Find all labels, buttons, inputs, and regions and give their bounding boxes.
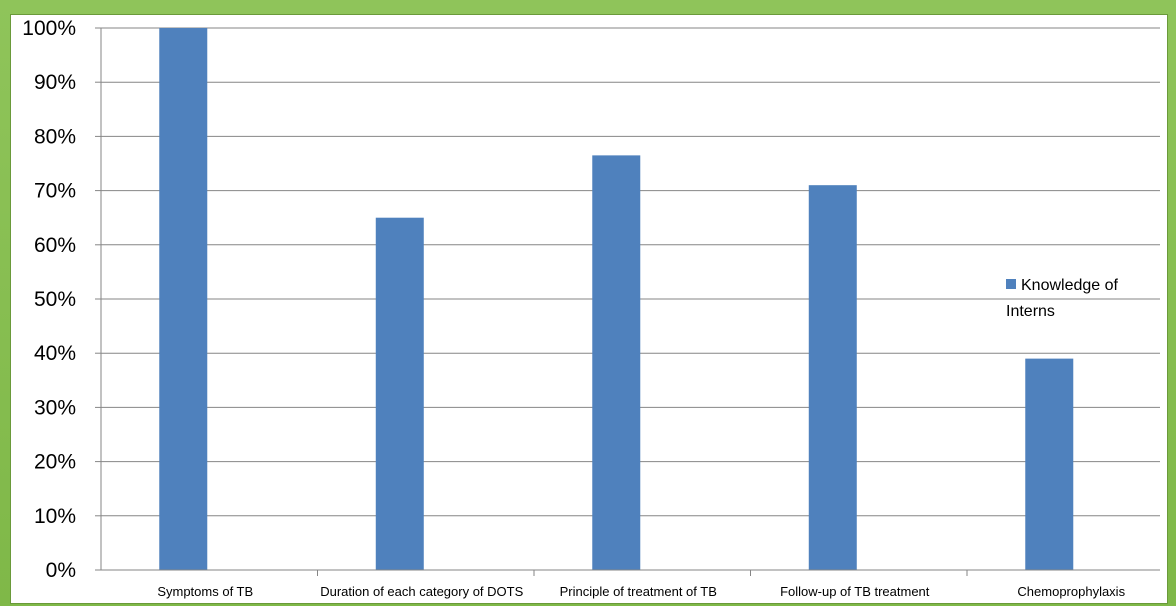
x-axis — [100, 28, 1160, 576]
x-category-label: Symptoms of TB — [157, 584, 253, 599]
y-axis-tick-labels: 0% 10% 20% 30% 40% 50% 60% 70% 80% 90% 100% — [22, 17, 76, 582]
x-category-label: Duration of each category of DOTS — [320, 584, 523, 599]
legend-swatch — [1006, 279, 1016, 289]
y-tick-label: 0% — [46, 559, 76, 582]
x-category-label: Follow-up of TB treatment — [780, 584, 930, 599]
y-tick-label: 60% — [34, 234, 76, 257]
legend-label-line-2: Interns — [1006, 303, 1055, 320]
bar — [375, 217, 424, 570]
x-category-label: Chemoprophylaxis — [1017, 584, 1125, 599]
y-tick-label: 80% — [34, 125, 76, 148]
y-tick-label: 10% — [34, 505, 76, 528]
legend: Knowledge of Interns — [1006, 277, 1119, 320]
bar — [808, 185, 857, 570]
x-axis-category-labels: Symptoms of TB Duration of each category … — [157, 584, 1125, 599]
y-tick-label: 90% — [34, 71, 76, 94]
y-tick-label: 20% — [34, 451, 76, 474]
y-tick-label: 40% — [34, 342, 76, 365]
y-tick-label: 30% — [34, 396, 76, 419]
legend-label-line-1: Knowledge of — [1021, 277, 1119, 294]
bar — [1025, 358, 1074, 570]
bar — [592, 155, 641, 570]
y-tick-label: 100% — [22, 17, 76, 40]
bars — [159, 28, 1074, 570]
bar — [159, 28, 208, 570]
x-category-label: Principle of treatment of TB — [560, 584, 717, 599]
y-tick-label: 50% — [34, 288, 76, 311]
y-tick-label: 70% — [34, 180, 76, 203]
